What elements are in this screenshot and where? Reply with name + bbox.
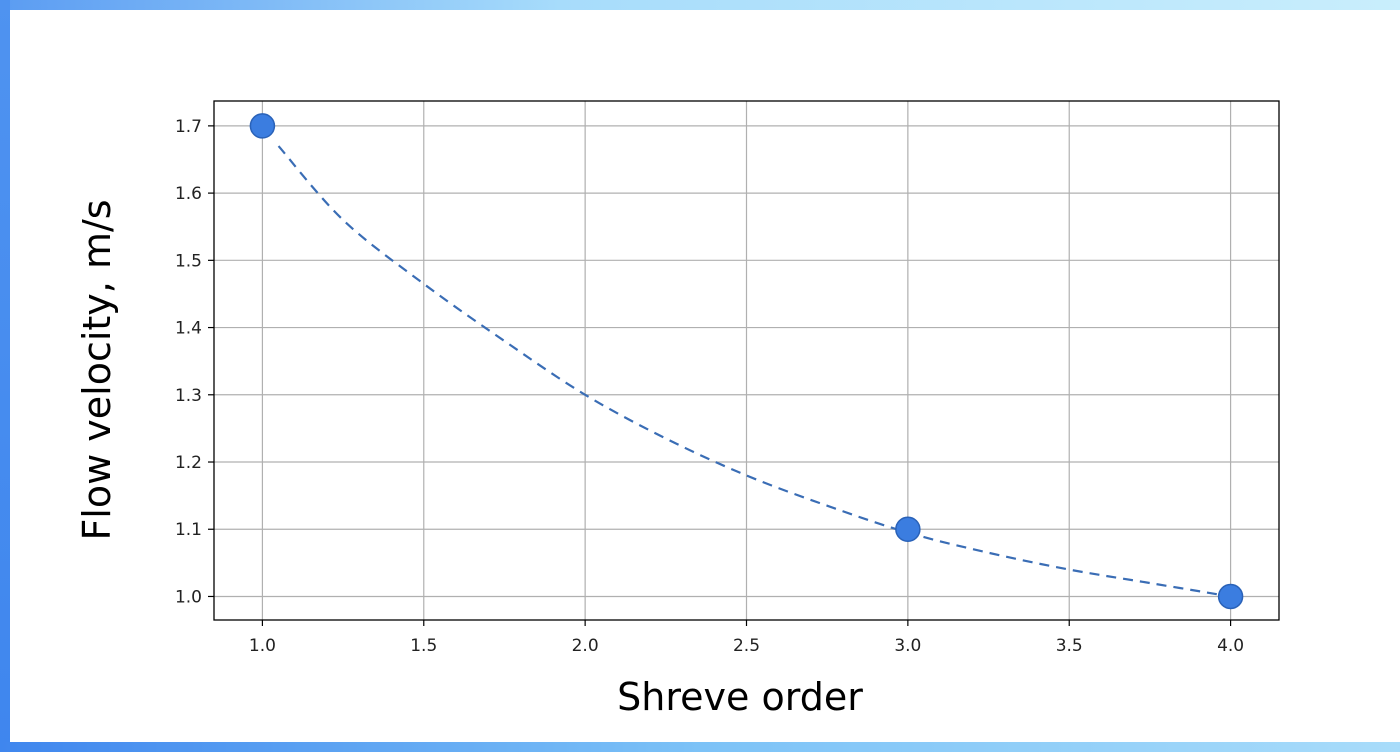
frame-left-border	[0, 0, 10, 752]
frame-bottom-border	[0, 742, 1400, 752]
x-tick-label: 3.0	[894, 636, 921, 656]
x-tick-label: 4.0	[1217, 636, 1244, 656]
x-tick-label: 1.5	[410, 636, 437, 656]
x-tick-label: 1.0	[249, 636, 276, 656]
y-tick-label: 1.7	[175, 117, 202, 137]
x-tick-label: 2.5	[733, 636, 760, 656]
x-tick-label: 2.0	[572, 636, 599, 656]
data-point	[895, 516, 921, 542]
data-point	[249, 113, 276, 139]
x-axis-ticks: 1.0 1.5 2.0 2.5 3.0 3.5 4.0	[249, 620, 1244, 656]
y-tick-label: 1.6	[175, 184, 202, 204]
x-axis-label: Shreve order	[617, 675, 863, 719]
y-axis-ticks: 1.0 1.1 1.2 1.3 1.4 1.5 1.6 1.7	[175, 117, 214, 607]
y-tick-label: 1.0	[175, 587, 202, 607]
x-tick-label: 3.5	[1056, 636, 1083, 656]
y-tick-label: 1.4	[175, 319, 202, 339]
y-tick-label: 1.5	[175, 251, 202, 271]
y-axis-label: Flow velocity, m/s	[75, 199, 119, 540]
data-point	[1217, 583, 1244, 610]
y-tick-label: 1.1	[175, 520, 202, 540]
frame-top-border	[0, 0, 1400, 10]
y-tick-label: 1.3	[175, 386, 202, 406]
data-points	[249, 113, 1244, 610]
y-tick-label: 1.2	[175, 453, 202, 473]
grid-lines	[214, 101, 1279, 620]
